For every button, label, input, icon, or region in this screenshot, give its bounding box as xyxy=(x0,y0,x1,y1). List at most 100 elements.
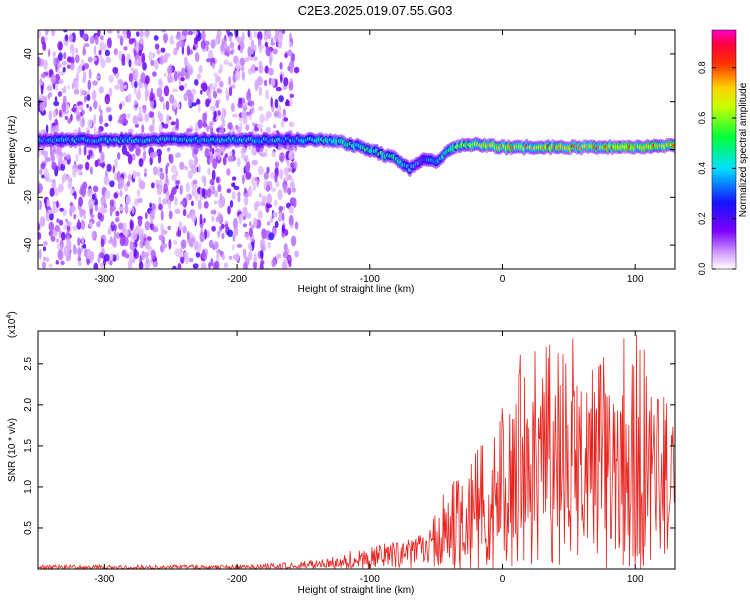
noise-blob xyxy=(266,166,270,174)
noise-blob xyxy=(211,62,216,69)
noise-blob xyxy=(110,252,114,261)
noise-blob xyxy=(149,126,154,131)
noise-blob xyxy=(264,41,269,48)
noise-blob xyxy=(116,253,120,261)
noise-blob xyxy=(253,256,258,263)
noise-blob xyxy=(63,245,70,257)
noise-blob xyxy=(160,223,164,233)
noise-blob xyxy=(273,110,279,117)
noise-blob xyxy=(70,56,75,65)
noise-blob xyxy=(257,123,263,129)
noise-blob xyxy=(273,124,276,129)
noise-blob xyxy=(268,67,274,76)
noise-blob xyxy=(248,251,253,261)
noise-blob xyxy=(113,158,118,169)
noise-blob xyxy=(252,261,257,269)
noise-blob xyxy=(40,73,46,79)
noise-blob xyxy=(248,227,253,237)
noise-blob xyxy=(244,232,249,238)
noise-blob xyxy=(63,151,66,158)
noise-blob xyxy=(220,146,226,154)
noise-blob xyxy=(93,262,99,269)
noise-blob xyxy=(215,99,220,109)
noise-blob xyxy=(134,81,138,89)
noise-blob xyxy=(74,81,79,91)
noise-blob xyxy=(140,72,146,84)
noise-blob xyxy=(152,71,157,77)
noise-blob xyxy=(55,260,59,265)
noise-blob xyxy=(243,195,249,206)
noise-blob xyxy=(109,206,113,217)
noise-blob xyxy=(241,153,246,160)
noise-blob xyxy=(219,80,224,88)
noise-blob xyxy=(115,217,120,223)
noise-blob xyxy=(219,192,223,201)
noise-blob xyxy=(242,223,248,228)
noise-blob xyxy=(159,167,163,173)
noise-blob xyxy=(282,206,286,211)
noise-blob xyxy=(179,184,183,195)
noise-blob xyxy=(135,171,141,177)
noise-blob xyxy=(161,229,168,235)
noise-blob xyxy=(151,182,155,189)
noise-blob xyxy=(248,100,255,107)
noise-blob xyxy=(94,159,99,168)
noise-blob xyxy=(98,206,104,214)
noise-blob xyxy=(265,184,271,192)
noise-blob xyxy=(209,178,215,186)
noise-blob xyxy=(206,58,212,63)
noise-blob xyxy=(108,87,113,98)
noise-blob xyxy=(156,50,161,55)
noise-blob xyxy=(237,44,241,51)
noise-blob xyxy=(169,40,175,45)
noise-blob xyxy=(121,145,127,156)
noise-blob xyxy=(252,122,255,127)
noise-blob xyxy=(228,86,233,97)
snr-y-multiplier: (x104) xyxy=(6,311,18,338)
noise-blob xyxy=(230,84,236,89)
noise-blob xyxy=(136,198,143,204)
noise-blob xyxy=(279,74,283,83)
noise-blob xyxy=(90,213,95,219)
noise-blob xyxy=(196,98,201,105)
noise-blob xyxy=(38,232,42,240)
noise-blob xyxy=(143,168,148,174)
noise-blob xyxy=(58,42,63,51)
noise-blob xyxy=(103,43,107,52)
noise-blob xyxy=(128,72,133,83)
noise-blob xyxy=(209,105,216,111)
x-tick-label: 100 xyxy=(627,274,644,285)
noise-blob xyxy=(258,65,264,74)
noise-blob xyxy=(92,185,99,193)
noise-blob xyxy=(278,95,284,103)
noise-blob xyxy=(62,208,67,217)
noise-blob xyxy=(236,157,241,168)
noise-blob xyxy=(235,69,241,81)
snr-y-multiplier-base: (x10 xyxy=(7,318,18,338)
noise-blob xyxy=(46,85,53,92)
noise-blob xyxy=(150,216,154,224)
noise-blob xyxy=(268,232,275,241)
noise-blob xyxy=(163,72,167,78)
noise-blob xyxy=(199,213,203,225)
noise-blob xyxy=(78,146,82,156)
noise-blob xyxy=(144,113,149,123)
noise-blob xyxy=(260,201,266,207)
noise-blob xyxy=(98,128,101,134)
noise-blob xyxy=(72,225,78,232)
noise-blob xyxy=(182,225,187,234)
noise-blob xyxy=(226,188,232,194)
noise-blob xyxy=(99,55,104,63)
noise-blob xyxy=(77,237,81,247)
noise-blob xyxy=(145,212,148,220)
noise-blob xyxy=(43,167,49,178)
snr-ticks: -300 -200 -100 0 100 0.5 1.0 1.5 2.0 2.5 xyxy=(23,331,675,585)
noise-blob xyxy=(225,87,228,97)
y-tick-label: 2.5 xyxy=(23,356,34,370)
noise-blob xyxy=(57,249,63,261)
noise-blob xyxy=(128,59,132,68)
noise-blob xyxy=(172,88,179,93)
noise-blob xyxy=(278,212,282,221)
noise-blob xyxy=(197,119,203,129)
